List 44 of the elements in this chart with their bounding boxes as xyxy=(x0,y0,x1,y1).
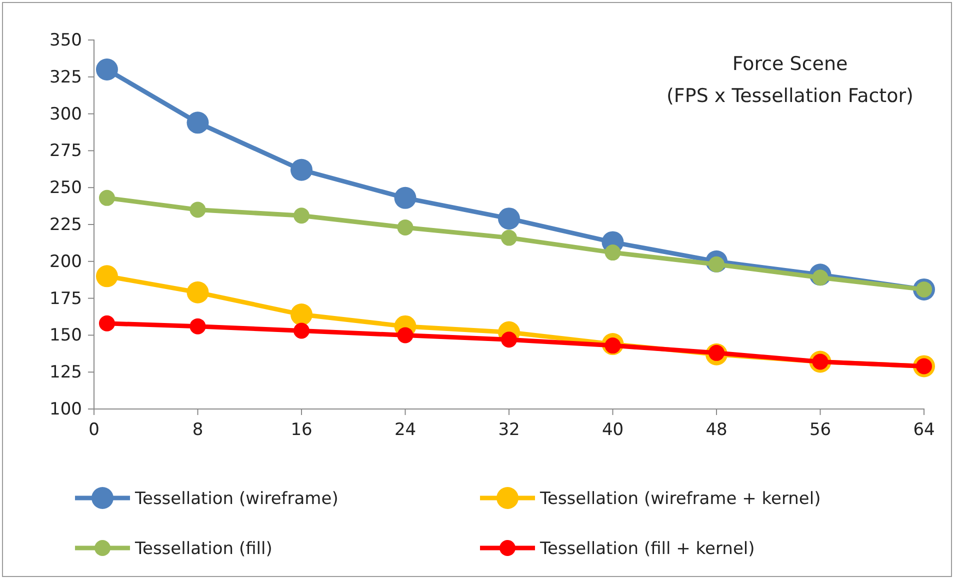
y-tick-label: 175 xyxy=(50,288,82,309)
point xyxy=(190,202,206,218)
point xyxy=(290,158,312,181)
point xyxy=(498,208,520,230)
point xyxy=(604,244,621,261)
x-tick-label: 16 xyxy=(290,420,312,440)
y-tick-label: 125 xyxy=(50,362,82,383)
x-tick-label: 40 xyxy=(602,420,624,440)
point xyxy=(397,219,414,236)
text: Force Scene (FPS x Tessellation Factor) xyxy=(666,53,914,107)
y-tick-label: 150 xyxy=(50,326,82,346)
point xyxy=(186,112,209,134)
legend-label: Tessellation (wireframe) xyxy=(134,489,338,509)
point xyxy=(397,327,414,344)
point xyxy=(96,58,118,80)
y-tick-label: 200 xyxy=(50,252,82,272)
x-tick-label: 56 xyxy=(809,420,832,440)
point xyxy=(501,332,517,348)
point xyxy=(186,281,209,304)
point xyxy=(294,322,310,339)
legend-label: Tessellation (fill) xyxy=(134,539,272,559)
legend-label: Tessellation (fill + kernel) xyxy=(539,539,755,559)
legend-label: Tessellation (wireframe + kernel) xyxy=(539,489,821,509)
y-tick-label: 325 xyxy=(50,67,82,88)
x-tick-label: 64 xyxy=(913,420,935,440)
point xyxy=(98,190,115,206)
y-tick-label: 225 xyxy=(50,214,82,235)
x-tick-label: 24 xyxy=(394,420,416,440)
point xyxy=(96,265,118,288)
x-tick-label: 32 xyxy=(498,420,520,440)
point xyxy=(394,186,416,209)
y-tick-label: 350 xyxy=(50,30,82,50)
y-tick-label: 300 xyxy=(50,104,82,124)
y-tick-label: 250 xyxy=(50,178,82,198)
point xyxy=(290,304,312,326)
y-tick-label: 275 xyxy=(50,141,82,162)
point xyxy=(98,315,115,332)
point xyxy=(190,318,206,334)
point xyxy=(501,230,517,246)
x-tick-label: 8 xyxy=(192,420,204,440)
x-tick-label: 0 xyxy=(88,420,100,440)
y-tick-label: 100 xyxy=(50,399,82,420)
point xyxy=(294,208,310,224)
x-tick-label: 48 xyxy=(706,420,728,440)
